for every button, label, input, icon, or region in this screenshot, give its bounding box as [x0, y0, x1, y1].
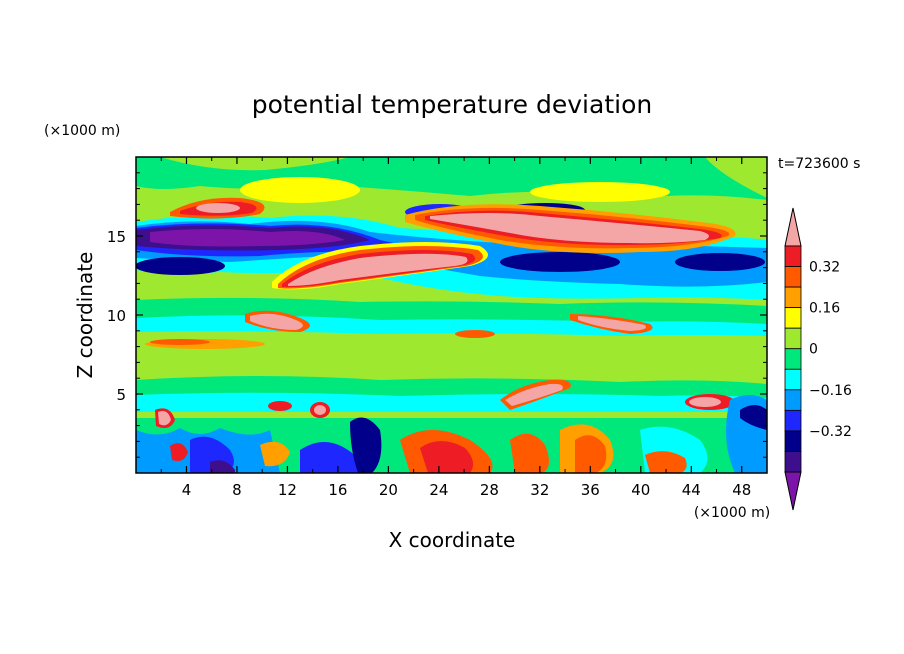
- purple-core: [150, 229, 345, 247]
- orange-dash-8km: [150, 339, 210, 345]
- time-label: t=723600 s: [778, 156, 860, 172]
- y-axis-label: Z coordinate: [73, 252, 97, 379]
- colorbar: 0.32 0.16 0 −0.16 −0.32: [784, 207, 852, 511]
- x-tick-label: 4: [182, 481, 192, 499]
- chart-title: potential temperature deviation: [252, 90, 652, 119]
- y-unit-label: (×1000 m): [44, 123, 120, 139]
- colorbar-swatch: [784, 451, 802, 473]
- x-tick-label: 48: [732, 481, 751, 499]
- boundary-indigo-1: [210, 460, 235, 473]
- x-tick-label: 40: [631, 481, 650, 499]
- pink-blob-10km: [250, 313, 303, 330]
- boundary-navy-1: [350, 417, 382, 473]
- colorbar-label: −0.32: [809, 424, 852, 440]
- colorbar-swatch: [784, 430, 802, 452]
- upper-yellow-band-right: [530, 182, 670, 202]
- pink-plume-right: [430, 213, 709, 244]
- cyan-band-4km: [136, 392, 767, 412]
- x-axis: 4 8 12 16 20 24 28 32 36 40 44 48: [160, 157, 751, 499]
- x-tick-label: 24: [429, 481, 448, 499]
- colorbar-swatch: [784, 348, 802, 370]
- colorbar-label: 0.32: [809, 260, 840, 276]
- boundary-red-1: [420, 441, 474, 473]
- pink-blob-topleft: [196, 203, 240, 213]
- colorbar-swatch: [784, 245, 802, 267]
- orange-dash-10km: [455, 330, 495, 338]
- boundary-amber-2: [260, 441, 290, 467]
- colorbar-swatch: [784, 327, 802, 350]
- upper-yellow-band: [240, 177, 360, 203]
- x-tick-label: 8: [232, 481, 242, 499]
- navy-patch-left: [136, 257, 225, 275]
- contour-field: [136, 157, 767, 473]
- x-axis-label: X coordinate: [389, 528, 516, 552]
- colorbar-top-arrow: [784, 207, 802, 247]
- boundary-red-cell: [170, 443, 188, 461]
- colorbar-label: 0: [809, 342, 818, 358]
- x-unit-label: (×1000 m): [694, 505, 770, 521]
- y-axis: 5 10 15: [107, 172, 767, 458]
- colorbar-swatch: [784, 266, 802, 288]
- x-tick-label: 20: [379, 481, 398, 499]
- boundary-orange-4: [645, 451, 687, 473]
- x-tick-label: 32: [530, 481, 549, 499]
- colorbar-swatch: [784, 409, 802, 432]
- boundary-orange-3: [575, 435, 607, 473]
- navy-patch-mid: [500, 252, 620, 272]
- pink-blob-right-10km: [578, 316, 646, 331]
- y-tick-label: 15: [107, 228, 126, 246]
- navy-patch-right: [675, 253, 765, 271]
- boundary-navy-right: [740, 405, 767, 430]
- x-tick-label: 36: [581, 481, 600, 499]
- y-tick-label: 10: [107, 307, 126, 325]
- colorbar-bottom-arrow: [784, 471, 802, 511]
- pink-plume-5km: [505, 383, 563, 406]
- x-tick-label: 44: [682, 481, 701, 499]
- colorbar-swatch: [784, 286, 802, 309]
- x-tick-label: 16: [328, 481, 347, 499]
- colorbar-label: −0.16: [809, 383, 852, 399]
- upper-green-corner: [705, 157, 767, 198]
- red-blob-5km-left: [268, 401, 292, 411]
- colorbar-swatch: [784, 389, 802, 411]
- pink-plume-center: [288, 253, 468, 286]
- colorbar-label: 0.16: [809, 301, 840, 317]
- colorbar-swatch: [784, 307, 802, 329]
- pink-blob-4km: [314, 405, 326, 415]
- boundary-pink-left: [158, 411, 171, 426]
- upper-green-region: [160, 157, 350, 171]
- colorbar-swatch: [784, 368, 802, 391]
- x-tick-label: 28: [480, 481, 499, 499]
- y-tick-label: 5: [116, 386, 126, 404]
- boundary-blue-2: [300, 442, 360, 473]
- boundary-orange-2: [510, 433, 549, 473]
- pink-blob-5km-right: [689, 397, 721, 407]
- x-tick-label: 12: [278, 481, 297, 499]
